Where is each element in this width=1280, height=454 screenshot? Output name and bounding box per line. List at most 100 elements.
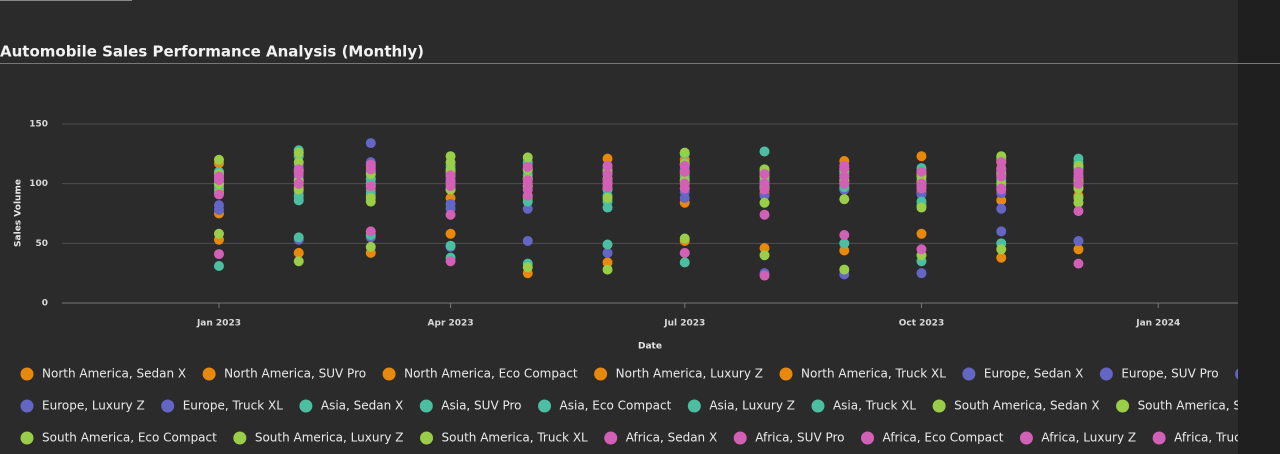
- x-tick-label: Jul 2023: [663, 319, 705, 329]
- point: [679, 192, 690, 203]
- point: [759, 270, 770, 281]
- x-tick-label: Oct 2023: [899, 319, 944, 329]
- chart-title: Automobile Sales Performance Analysis (M…: [0, 43, 424, 61]
- point: [365, 196, 376, 207]
- point: [213, 228, 224, 239]
- legend-marker: [20, 431, 34, 445]
- point: [679, 257, 690, 268]
- point: [1073, 258, 1084, 269]
- point: [916, 202, 927, 213]
- point: [996, 244, 1007, 255]
- point: [293, 256, 304, 267]
- point: [679, 147, 690, 158]
- point: [445, 157, 456, 168]
- point: [293, 232, 304, 243]
- point: [759, 184, 770, 195]
- legend-marker: [604, 431, 618, 445]
- point: [839, 178, 850, 189]
- point: [679, 166, 690, 177]
- legend-marker: [779, 367, 793, 381]
- y-tick-label: 100: [29, 179, 48, 189]
- legend-label: Asia, SUV Pro: [441, 399, 521, 413]
- point: [365, 226, 376, 237]
- x-tick-label: Apr 2023: [428, 319, 474, 329]
- legend-label: Asia, Luxury Z: [709, 399, 795, 413]
- legend-label: South America, Eco Compact: [42, 431, 217, 445]
- legend-marker: [1235, 368, 1238, 380]
- legend-label: North America, Luxury Z: [616, 367, 763, 381]
- legend-marker: [20, 367, 34, 381]
- point: [759, 243, 770, 254]
- x-axis-title: Date: [638, 342, 662, 352]
- point: [839, 194, 850, 205]
- point: [916, 166, 927, 177]
- point: [916, 181, 927, 192]
- y-tick-label: 50: [35, 239, 48, 249]
- point: [996, 195, 1007, 206]
- x-tick-label: Jan 2024: [1135, 319, 1180, 329]
- point: [759, 209, 770, 220]
- point: [996, 252, 1007, 263]
- legend-label: South America, SUV Pro: [1138, 399, 1280, 413]
- legend-label: Africa, Sedan X: [626, 431, 717, 445]
- point: [213, 189, 224, 200]
- point: [293, 169, 304, 180]
- point: [602, 153, 613, 164]
- point: [996, 171, 1007, 182]
- point: [293, 147, 304, 158]
- legend-marker: [811, 399, 825, 413]
- legend-label: Africa, Luxury Z: [1041, 431, 1136, 445]
- x-tick-label: Jan 2023: [196, 319, 241, 329]
- y-tick-label: 0: [42, 299, 48, 309]
- point: [759, 169, 770, 180]
- legend-marker: [202, 367, 216, 381]
- point: [759, 146, 770, 157]
- point: [213, 261, 224, 272]
- point: [602, 239, 613, 250]
- legend-marker: [382, 367, 396, 381]
- legend-label: Africa, Eco Compact: [883, 431, 1004, 445]
- y-axis-title: Sales Volume: [14, 179, 24, 247]
- legend-marker: [538, 399, 552, 413]
- legend-label: North America, Truck XL: [801, 367, 946, 381]
- point: [522, 161, 533, 172]
- legend-marker: [687, 399, 701, 413]
- point: [293, 247, 304, 258]
- legend-label: Europe, Eco Compact: [1257, 367, 1280, 381]
- point: [602, 192, 613, 203]
- legend-marker: [299, 399, 313, 413]
- point: [1073, 235, 1084, 246]
- point: [1073, 206, 1084, 217]
- legend-marker: [962, 367, 976, 381]
- point: [679, 233, 690, 244]
- point: [759, 197, 770, 208]
- point: [916, 244, 927, 255]
- point: [445, 181, 456, 192]
- y-tick-label: 150: [29, 120, 48, 130]
- point: [522, 203, 533, 214]
- legend-label: Africa, Truck XL: [1174, 431, 1267, 445]
- point: [996, 184, 1007, 195]
- legend-marker: [1116, 399, 1130, 413]
- point: [839, 160, 850, 171]
- point: [1073, 244, 1084, 255]
- legend-label: South America, Sedan X: [954, 399, 1099, 413]
- legend-label: Asia, Sedan X: [321, 399, 403, 413]
- point: [293, 178, 304, 189]
- legend-label: Asia, Eco Compact: [560, 399, 672, 413]
- point: [213, 249, 224, 260]
- point: [522, 235, 533, 246]
- point: [679, 183, 690, 194]
- point: [445, 170, 456, 181]
- points: [213, 138, 1084, 281]
- legend-label: Europe, Sedan X: [984, 367, 1083, 381]
- legend-marker: [1019, 431, 1033, 445]
- point: [916, 151, 927, 162]
- point: [602, 264, 613, 275]
- legend-label: North America, SUV Pro: [224, 367, 366, 381]
- point: [602, 169, 613, 180]
- point: [1073, 166, 1084, 177]
- legend-marker: [233, 431, 247, 445]
- legend-label: South America, Truck XL: [442, 431, 589, 445]
